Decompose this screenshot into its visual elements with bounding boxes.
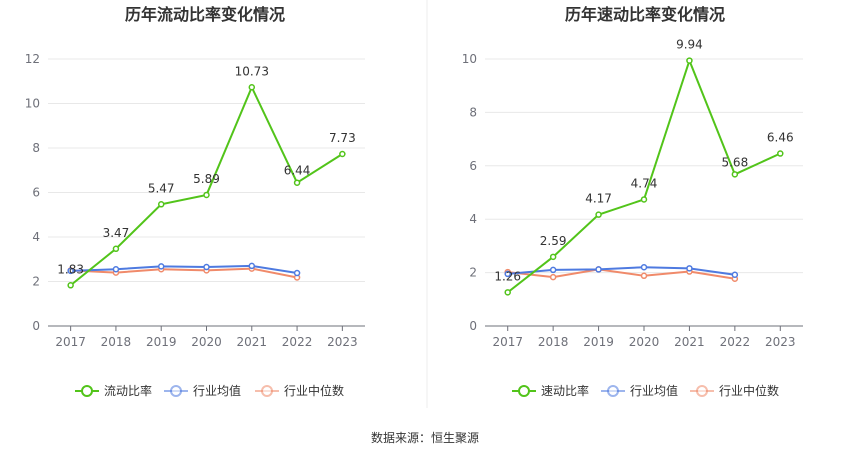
data-label: 2.59 bbox=[540, 234, 567, 248]
legend-label: 行业均值 bbox=[193, 383, 241, 398]
data-point bbox=[549, 273, 557, 281]
x-tick-label: 2022 bbox=[720, 335, 751, 349]
legend-marker bbox=[170, 385, 182, 397]
x-tick-label: 2017 bbox=[55, 335, 86, 349]
data-label: 10.73 bbox=[235, 64, 269, 78]
y-tick-label: 4 bbox=[32, 230, 40, 244]
legend-marker bbox=[696, 385, 708, 397]
x-tick-label: 2020 bbox=[191, 335, 222, 349]
x-tick-label: 2020 bbox=[629, 335, 660, 349]
series-line bbox=[507, 268, 736, 280]
data-point bbox=[549, 253, 557, 261]
x-tick-label: 2022 bbox=[282, 335, 313, 349]
data-label: 6.46 bbox=[767, 131, 794, 145]
data-point bbox=[640, 196, 648, 203]
data-point bbox=[203, 263, 210, 271]
y-tick-label: 8 bbox=[32, 141, 40, 155]
data-point bbox=[67, 282, 74, 289]
data-point bbox=[504, 270, 511, 278]
legend-marker bbox=[261, 385, 273, 397]
chart-title: 历年速动比率变化情况 bbox=[565, 5, 725, 24]
legend-label: 速动比率 bbox=[541, 383, 589, 398]
y-tick-label: 10 bbox=[25, 97, 40, 111]
y-tick-label: 0 bbox=[32, 319, 40, 333]
data-point bbox=[731, 171, 739, 178]
data-label: 7.73 bbox=[329, 131, 356, 145]
data-point bbox=[157, 201, 165, 208]
x-tick-label: 2021 bbox=[674, 335, 705, 349]
data-point bbox=[595, 266, 602, 273]
x-tick-label: 2023 bbox=[765, 335, 796, 349]
data-point bbox=[686, 57, 693, 64]
y-tick-label: 10 bbox=[462, 52, 477, 66]
legend-marker bbox=[81, 385, 93, 397]
data-point bbox=[203, 191, 210, 199]
data-label: 3.47 bbox=[103, 226, 130, 240]
data-point bbox=[112, 266, 120, 273]
y-tick-label: 8 bbox=[469, 105, 477, 119]
y-tick-label: 6 bbox=[32, 186, 40, 200]
x-tick-label: 2018 bbox=[538, 335, 569, 349]
data-source-note: 数据来源：恒生聚源 bbox=[370, 431, 479, 445]
x-tick-label: 2018 bbox=[101, 335, 132, 349]
series-line bbox=[70, 267, 298, 279]
legend-item[interactable]: 行业中位数 bbox=[255, 383, 344, 398]
y-tick-label: 2 bbox=[469, 266, 477, 280]
y-tick-label: 2 bbox=[32, 275, 40, 289]
data-point bbox=[640, 272, 648, 280]
data-point bbox=[157, 263, 165, 270]
data-point bbox=[67, 267, 74, 275]
legend-item[interactable]: 流动比率 bbox=[75, 383, 152, 398]
legend-marker bbox=[518, 385, 530, 397]
data-point bbox=[339, 150, 346, 158]
data-label: 1.83 bbox=[57, 262, 84, 276]
chart-title: 历年流动比率变化情况 bbox=[125, 5, 285, 24]
legend-label: 行业中位数 bbox=[719, 383, 779, 398]
x-tick-label: 2023 bbox=[327, 335, 358, 349]
legend-item[interactable]: 行业均值 bbox=[601, 383, 678, 398]
data-point bbox=[686, 265, 693, 272]
legend-item[interactable]: 速动比率 bbox=[512, 383, 589, 398]
data-label: 1.26 bbox=[494, 269, 521, 283]
data-point bbox=[293, 269, 301, 277]
series-line bbox=[70, 84, 343, 287]
quick-ratio-chart: 历年速动比率变化情况 0 2 4 6 8 10 2017 2018 2019 2020 2021 202… bbox=[462, 5, 803, 398]
legend-label: 流动比率 bbox=[104, 383, 152, 398]
data-point bbox=[640, 264, 648, 271]
data-point bbox=[248, 84, 256, 91]
data-point bbox=[248, 262, 256, 270]
series-line bbox=[70, 264, 298, 275]
data-point bbox=[595, 211, 602, 218]
data-label: 5.68 bbox=[721, 155, 748, 169]
x-tick-label: 2019 bbox=[583, 335, 614, 349]
data-point bbox=[112, 245, 120, 253]
y-tick-label: 6 bbox=[469, 159, 477, 173]
data-label: 5.89 bbox=[193, 172, 220, 186]
data-point bbox=[731, 271, 739, 278]
y-tick-label: 0 bbox=[469, 319, 477, 333]
legend-label: 行业中位数 bbox=[284, 383, 344, 398]
legend-marker bbox=[607, 385, 619, 397]
legend-item[interactable]: 行业均值 bbox=[164, 383, 241, 398]
legend-label: 行业均值 bbox=[630, 383, 678, 398]
x-tick-label: 2021 bbox=[237, 335, 268, 349]
data-point bbox=[549, 266, 557, 274]
legend-item[interactable]: 行业中位数 bbox=[690, 383, 779, 398]
data-label: 5.47 bbox=[148, 181, 175, 195]
current-ratio-chart: 历年流动比率变化情况 0 2 4 6 8 10 12 2017 2018 2019 2020 2021 2… bbox=[25, 5, 365, 398]
x-tick-label: 2017 bbox=[492, 335, 523, 349]
data-point bbox=[293, 179, 301, 186]
data-label: 6.44 bbox=[284, 164, 311, 178]
data-label: 9.94 bbox=[676, 38, 703, 52]
x-tick-label: 2019 bbox=[146, 335, 177, 349]
series-line bbox=[507, 266, 735, 276]
data-point bbox=[777, 150, 784, 157]
data-label: 4.17 bbox=[585, 192, 612, 206]
data-label: 4.74 bbox=[631, 176, 658, 190]
y-tick-label: 12 bbox=[25, 52, 40, 66]
y-tick-label: 4 bbox=[469, 212, 477, 226]
data-point bbox=[504, 289, 511, 296]
